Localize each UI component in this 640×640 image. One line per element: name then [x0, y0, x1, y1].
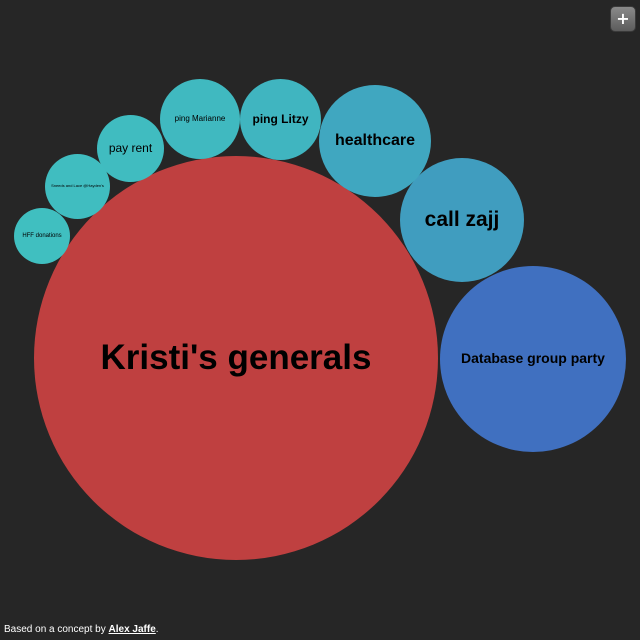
bubble-hff-donations[interactable]: HFF donations	[14, 208, 70, 264]
bubble-label: ping Marianne	[174, 113, 226, 123]
bubble-label: Kristi's generals	[100, 337, 372, 377]
author-link[interactable]: Alex Jaffe	[108, 624, 156, 635]
add-task-button[interactable]: +	[610, 6, 636, 32]
bubble-ping-litzy[interactable]: ping Litzy	[240, 79, 321, 160]
bubble-label: healthcare	[334, 132, 416, 150]
bubble-sneeds-and-lace[interactable]: Sneeds and Lace @Hayden's	[45, 154, 110, 219]
bubble-healthcare[interactable]: healthcare	[319, 85, 431, 197]
bubble-label: Database group party	[461, 350, 605, 367]
bubble-label: call zajj	[424, 208, 500, 232]
footer-prefix: Based on a concept by	[4, 624, 109, 635]
bubble-label: HFF donations	[22, 232, 62, 239]
bubble-kristis-generals[interactable]: Kristi's generals	[34, 156, 438, 560]
bubble-pay-rent[interactable]: pay rent	[97, 115, 164, 182]
footer-credit: Based on a concept by Alex Jaffe.	[4, 624, 159, 635]
bubble-database-group-party[interactable]: Database group party	[440, 266, 626, 452]
bubble-label: pay rent	[108, 140, 153, 155]
bubble-label: ping Litzy	[252, 111, 309, 126]
footer-suffix: .	[155, 624, 159, 635]
bubble-label: Sneeds and Lace @Hayden's	[51, 183, 104, 189]
bubble-ping-marianne[interactable]: ping Marianne	[160, 79, 240, 159]
bubble-call-zajj[interactable]: call zajj	[400, 158, 524, 282]
